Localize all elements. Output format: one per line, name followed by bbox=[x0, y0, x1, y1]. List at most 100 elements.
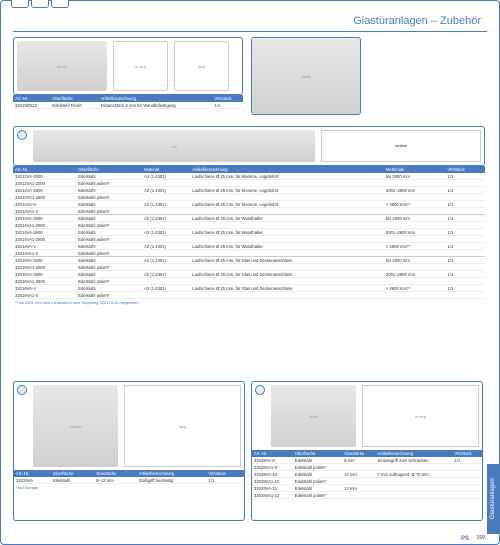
table-row: 32014VA1-2000Edelstahl poliert* bbox=[13, 222, 485, 229]
cell bbox=[142, 250, 190, 257]
table-row: 32014VA1-2600Edelstahl poliert* bbox=[13, 236, 485, 243]
cell: Edelstahl poliert* bbox=[76, 194, 142, 201]
table-row: 32024VAEdelstahl8–12 mmStoßgriff beidsei… bbox=[14, 477, 244, 484]
image-row: ✓ flush ⌀ dwg bbox=[252, 382, 482, 450]
cell bbox=[452, 464, 482, 471]
cell: Edelstahl bbox=[76, 271, 142, 278]
table-row: 32028VA1-8Edelstahl poliert* bbox=[252, 464, 482, 471]
cell: 1/1 bbox=[445, 187, 485, 194]
tech-drawing: ⌀ dwg bbox=[113, 41, 168, 91]
col-header: VE/Stück bbox=[445, 166, 485, 173]
cell: 1/1 bbox=[445, 271, 485, 278]
cell: Laufschiene Ø 25 mm, für Glas und Decken… bbox=[190, 285, 384, 292]
cell: 32028VA1-10 bbox=[252, 478, 293, 485]
dim-label: variabel bbox=[395, 144, 407, 148]
cell: Edelstahl bbox=[76, 187, 142, 194]
index-tab bbox=[51, 0, 69, 8]
cell: Edelstahl poliert* bbox=[76, 236, 142, 243]
cell: Edelstahl poliert* bbox=[76, 292, 142, 299]
cell: Edelstahl poliert* bbox=[76, 278, 142, 285]
cell bbox=[445, 278, 485, 285]
cell: Edelstahl bbox=[76, 285, 142, 292]
cell: A2 (1.4301) bbox=[142, 215, 190, 222]
table-row: 32014VA-VEdelstahlA2 (1.4301)Laufschiene… bbox=[13, 243, 485, 250]
cell bbox=[190, 236, 384, 243]
col-header: Glasstärke bbox=[94, 470, 136, 477]
cell bbox=[142, 278, 190, 285]
cell: A2 (1.4301) bbox=[142, 257, 190, 264]
cell: 1/1 bbox=[445, 215, 485, 222]
cell: 32028VA1-8 bbox=[252, 464, 293, 471]
col-header: Artikelbezeichnung bbox=[376, 450, 453, 457]
flush-handle-drawing: ⌀ dwg bbox=[362, 385, 479, 447]
cell: bis 2000 mm bbox=[384, 257, 446, 264]
image-row: photo ⌀ dwg dwg bbox=[13, 37, 243, 95]
cell: 32016VA-2000 bbox=[13, 257, 76, 264]
section-distanzstueck: photo ⌀ dwg dwg Art.-Nr.OberflächeArtike… bbox=[13, 37, 243, 109]
cell bbox=[445, 208, 485, 215]
cell: 32024VA bbox=[14, 477, 51, 484]
cell: 2001–2600 mm bbox=[384, 187, 446, 194]
table-row: 32014VA1-VEdelstahl poliert* bbox=[13, 250, 485, 257]
col-header: Art.-Nr. bbox=[14, 470, 51, 477]
col-header: VE/Stück bbox=[206, 470, 244, 477]
cell bbox=[190, 292, 384, 299]
cell: Edelstahl poliert* bbox=[76, 208, 142, 215]
col-header: Art.-Nr. bbox=[13, 95, 50, 102]
cell: 32028VA-10 bbox=[252, 471, 293, 478]
cell bbox=[445, 236, 485, 243]
cell: Edelstahl bbox=[293, 485, 342, 492]
cell: A2 (1.4301) bbox=[142, 243, 190, 250]
cell bbox=[445, 180, 485, 187]
cell: Laufschiene Ø 25 mm, für Klemme, ungeboh… bbox=[190, 187, 384, 194]
cell: 32012VA1-2600 bbox=[13, 194, 76, 201]
cell bbox=[384, 264, 446, 271]
cell bbox=[190, 180, 384, 187]
cell: Laufschiene Ø 25 mm, für Klemme, ungeboh… bbox=[190, 201, 384, 208]
cell: 1/1 bbox=[206, 477, 244, 484]
cell: Edelstahl poliert* bbox=[293, 464, 342, 471]
col-header: Oberfläche bbox=[293, 450, 342, 457]
cell bbox=[342, 478, 375, 485]
cell bbox=[384, 292, 446, 299]
table-row: 32016VA1-VEdelstahl poliert* bbox=[13, 292, 485, 299]
cell: 32014VA1-2000 bbox=[13, 222, 76, 229]
cell bbox=[376, 464, 453, 471]
cell: 7 mm auftragend, Ø 70 mm bbox=[376, 471, 453, 478]
cell bbox=[384, 222, 446, 229]
col-header: Art.-Nr. bbox=[252, 450, 293, 457]
cell: Edelstahl bbox=[76, 243, 142, 250]
cell bbox=[376, 492, 453, 499]
cert-badge-icon: ✓ bbox=[255, 385, 265, 395]
detail-image-box: detail bbox=[251, 37, 361, 115]
cell: 2001–2600 mm bbox=[384, 229, 446, 236]
footnote-auf-anfrage: *Auf Anfrage bbox=[14, 484, 244, 491]
cell: Edelstahl bbox=[76, 215, 142, 222]
cell: 32016VA-2600 bbox=[13, 271, 76, 278]
section-stossgriff: ✓ handle dwg Art.-Nr.OberflächeGlasstärk… bbox=[13, 381, 245, 521]
cell: 2001–2600 mm bbox=[384, 271, 446, 278]
cell bbox=[445, 194, 485, 201]
cell: 32012VA-V bbox=[13, 201, 76, 208]
handle-photo: handle bbox=[33, 385, 118, 467]
cell: A2 (1.4301) bbox=[142, 285, 190, 292]
cell: > 2600 mm** bbox=[384, 243, 446, 250]
table-einlassgriff: Art.-Nr.OberflächeGlasstärkeArtikelbezei… bbox=[252, 450, 482, 499]
cell: > 2600 mm** bbox=[384, 285, 446, 292]
cell: Edelstahl poliert* bbox=[293, 492, 342, 499]
tech-drawing: dwg bbox=[174, 41, 229, 91]
table-distanzstueck: Art.-Nr.OberflächeArtikelbezeichnungVE/S… bbox=[13, 95, 243, 109]
cell: 10 mm bbox=[342, 471, 375, 478]
cell bbox=[452, 492, 482, 499]
cell bbox=[190, 208, 384, 215]
cell: 32019ZN22 bbox=[13, 102, 50, 109]
section-einlassgriff: ✓ flush ⌀ dwg Art.-Nr.OberflächeGlasstär… bbox=[251, 381, 483, 521]
cell bbox=[384, 236, 446, 243]
cert-badge-icon: ✓ bbox=[17, 130, 27, 140]
cell: 8–12 mm bbox=[94, 477, 136, 484]
cell: 32016VA1-2600 bbox=[13, 278, 76, 285]
cell: Edelstahl bbox=[76, 201, 142, 208]
image-row: ✓ rail variabel bbox=[13, 126, 485, 166]
col-header: Artikelbezeichnung bbox=[190, 166, 384, 173]
cell bbox=[384, 250, 446, 257]
